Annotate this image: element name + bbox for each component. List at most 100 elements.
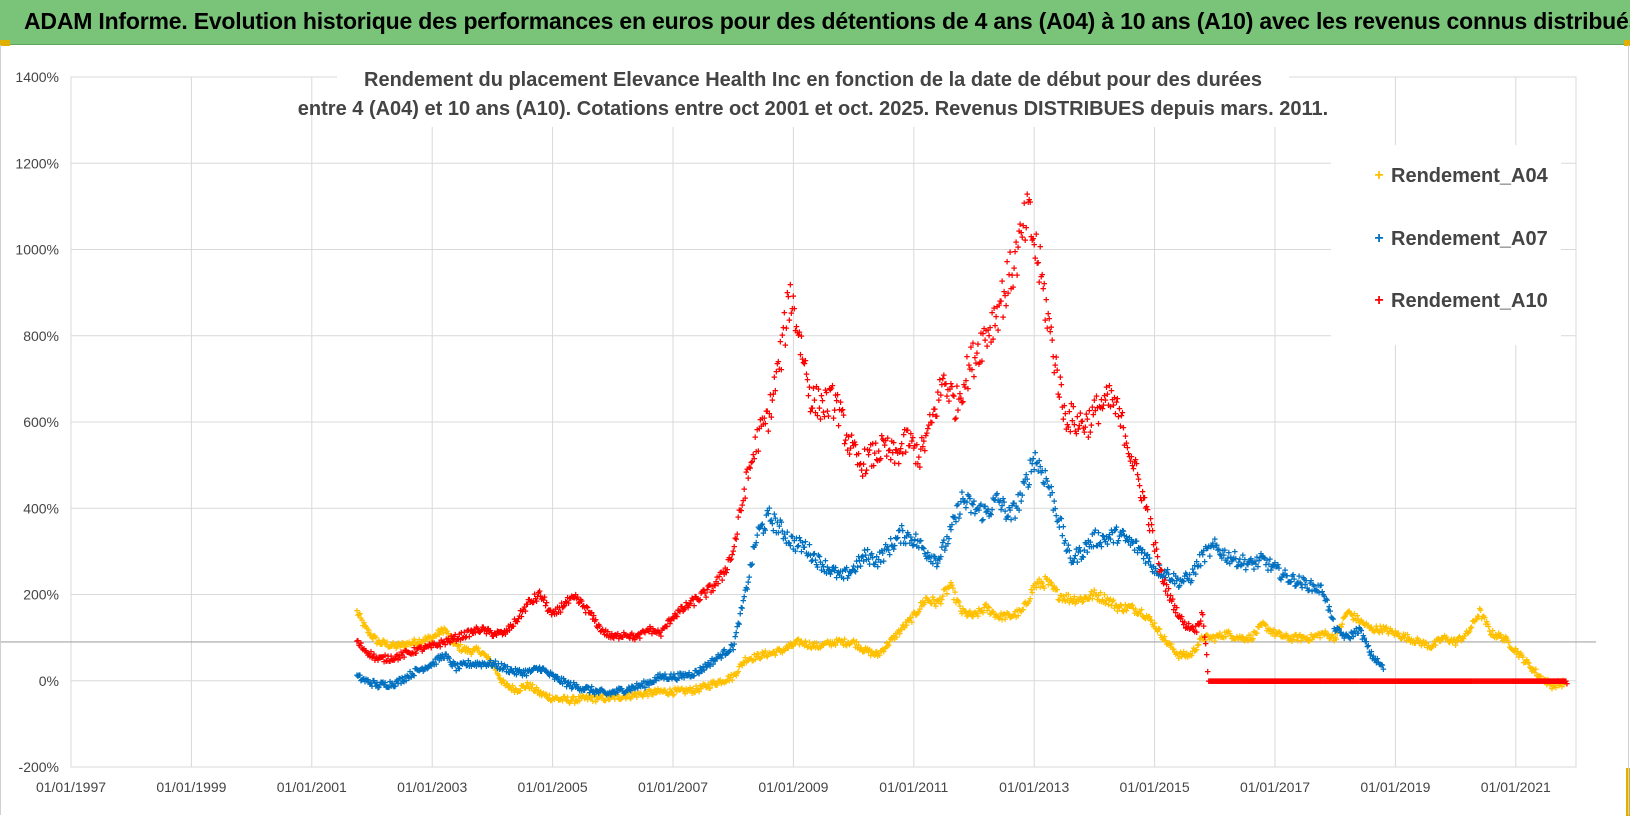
data-point: + — [776, 643, 782, 655]
data-point: + — [892, 634, 898, 646]
legend-marker-a10: + — [1374, 292, 1383, 309]
data-point: + — [1297, 630, 1303, 642]
data-point: + — [1391, 630, 1397, 642]
data-point: + — [1328, 632, 1334, 644]
data-point: + — [721, 677, 727, 689]
data-point: + — [1230, 633, 1236, 645]
data-point: + — [1048, 578, 1054, 590]
data-point: + — [922, 446, 928, 458]
data-point: + — [1033, 229, 1039, 241]
data-point: + — [607, 694, 613, 706]
data-point: + — [1363, 618, 1369, 630]
data-point: + — [1336, 622, 1342, 634]
data-point: + — [880, 647, 886, 659]
data-point: + — [1217, 628, 1223, 640]
y-tick-label: -200% — [19, 759, 59, 775]
data-point: + — [433, 631, 439, 643]
data-point: + — [1256, 622, 1262, 634]
data-point: + — [1180, 647, 1186, 659]
data-point: + — [570, 692, 576, 704]
data-point: + — [1240, 632, 1246, 644]
data-point: + — [1141, 612, 1147, 624]
data-point: + — [908, 613, 914, 625]
data-point: + — [859, 646, 865, 658]
data-point: + — [552, 692, 558, 704]
data-point: + — [1047, 577, 1053, 589]
data-point: + — [1122, 599, 1128, 611]
data-point: + — [611, 691, 617, 703]
data-point: + — [1159, 634, 1165, 646]
data-point: + — [1060, 521, 1066, 533]
data-point: + — [1026, 596, 1032, 608]
data-point: + — [974, 609, 980, 621]
data-point: + — [361, 618, 367, 630]
data-point: + — [425, 631, 431, 643]
data-point: + — [727, 673, 733, 685]
data-point: + — [584, 694, 590, 706]
data-point: + — [757, 654, 763, 666]
data-point: + — [968, 609, 974, 621]
data-point: + — [744, 655, 750, 667]
data-point: + — [527, 679, 533, 691]
data-point: + — [759, 647, 765, 659]
data-point: + — [1287, 633, 1293, 645]
data-point: + — [854, 643, 860, 655]
data-point: + — [1354, 611, 1360, 623]
data-point: + — [783, 641, 789, 653]
data-point: + — [473, 642, 479, 654]
data-point: + — [1055, 595, 1061, 607]
data-point: + — [841, 634, 847, 646]
data-point: + — [821, 638, 827, 650]
data-point: + — [1355, 614, 1361, 626]
data-point: + — [387, 641, 393, 653]
data-point: + — [564, 692, 570, 704]
data-point: + — [577, 691, 583, 703]
data-point: + — [1088, 420, 1094, 432]
data-point: + — [866, 644, 872, 656]
y-tick-label: 600% — [23, 414, 59, 430]
data-point: + — [980, 608, 986, 620]
data-point: + — [686, 685, 692, 697]
data-point: + — [579, 690, 585, 702]
data-point: + — [455, 641, 461, 653]
data-point: + — [372, 631, 378, 643]
data-point: + — [1346, 606, 1352, 618]
data-point: + — [640, 691, 646, 703]
data-point: + — [399, 637, 405, 649]
data-point: + — [593, 696, 599, 708]
data-point: + — [440, 628, 446, 640]
data-point: + — [786, 640, 792, 652]
data-point: + — [376, 636, 382, 648]
data-point: + — [1063, 589, 1069, 601]
data-point: + — [670, 690, 676, 702]
data-point: + — [1188, 649, 1194, 661]
data-point: + — [798, 636, 804, 648]
data-point: + — [485, 651, 491, 663]
data-point: + — [581, 694, 587, 706]
data-point: + — [819, 639, 825, 651]
data-point: + — [394, 641, 400, 653]
data-point: + — [1132, 604, 1138, 616]
data-point: + — [601, 695, 607, 707]
data-point: + — [661, 685, 667, 697]
data-point: + — [660, 687, 666, 699]
data-point: + — [441, 623, 447, 635]
y-tick-label: 1400% — [15, 69, 59, 85]
data-point: + — [996, 613, 1002, 625]
data-point: + — [915, 608, 921, 620]
data-point: + — [895, 627, 901, 639]
data-point: + — [971, 608, 977, 620]
data-point: + — [665, 690, 671, 702]
data-point: + — [893, 628, 899, 640]
data-point: + — [835, 421, 841, 433]
data-point: + — [428, 636, 434, 648]
data-point: + — [1040, 581, 1046, 593]
data-point: + — [481, 649, 487, 661]
data-point: + — [1103, 596, 1109, 608]
x-tick-label: 01/01/2007 — [638, 779, 708, 795]
data-point: + — [750, 655, 756, 667]
data-point: + — [401, 642, 407, 654]
data-point: + — [1053, 352, 1059, 364]
data-point: + — [1111, 603, 1117, 615]
data-point: + — [658, 685, 664, 697]
